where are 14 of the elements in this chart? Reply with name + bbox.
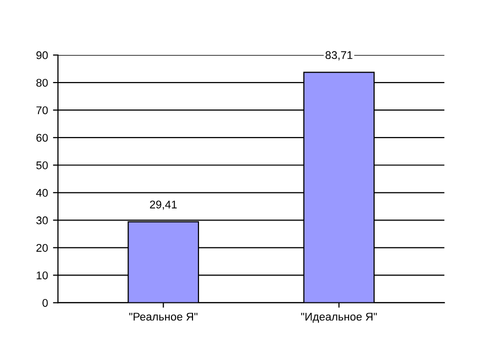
y-tick-label: 90 (36, 51, 48, 60)
y-tick-label: 80 (36, 78, 48, 87)
y-tick-label: 70 (36, 106, 48, 114)
data-label: 29,41 (150, 200, 177, 210)
y-tick-label: 0 (42, 298, 48, 307)
data-label: 83,71 (326, 51, 352, 60)
y-tick-label: 40 (36, 188, 48, 197)
y-tick-label: 10 (36, 271, 48, 280)
y-tick-label: 50 (36, 161, 48, 170)
y-tick-label: 30 (36, 216, 48, 224)
x-tick-label: "Идеальное Я" (301, 312, 377, 323)
y-tick-label: 60 (36, 134, 48, 142)
x-tick-label: "Реальное Я" (129, 312, 198, 321)
y-tick-label: 20 (36, 244, 48, 252)
